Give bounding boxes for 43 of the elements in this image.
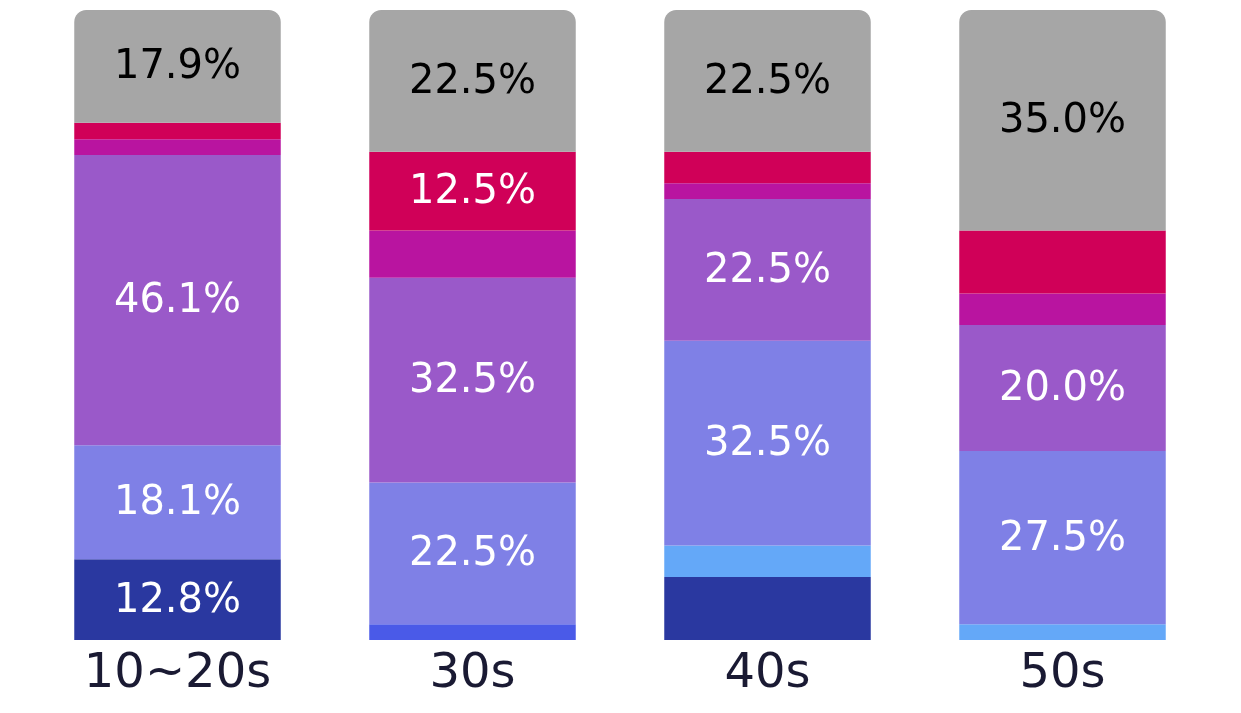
bar — [959, 230, 1166, 294]
data-label: 35.0% — [998, 95, 1127, 142]
bar — [74, 445, 281, 560]
bar — [369, 277, 576, 483]
bar — [74, 10, 281, 123]
data-label: 27.5% — [998, 512, 1127, 559]
bar — [664, 199, 871, 341]
bar — [959, 451, 1166, 625]
bar — [664, 545, 871, 577]
bar — [369, 624, 576, 640]
data-label: 32.5% — [408, 355, 537, 402]
bar — [369, 482, 576, 625]
bar — [74, 139, 281, 155]
data-label: 22.5% — [408, 528, 537, 575]
data-label: 46.1% — [113, 275, 242, 322]
bar — [74, 559, 281, 640]
bar — [74, 122, 281, 140]
bar — [369, 10, 576, 152]
bar — [959, 293, 1166, 325]
data-label: 12.5% — [408, 166, 537, 213]
bar — [369, 151, 576, 231]
bar — [369, 230, 576, 278]
bar — [959, 624, 1166, 640]
x-tick-label: 40s — [724, 641, 811, 698]
bar — [959, 325, 1166, 451]
bar — [74, 154, 281, 446]
bar — [664, 577, 871, 640]
data-label: 12.8% — [113, 574, 242, 621]
data-label: 32.5% — [703, 418, 832, 465]
data-label: 22.5% — [703, 55, 832, 102]
x-tick-label: 50s — [1019, 641, 1106, 698]
x-tick-label: 10~20s — [83, 641, 272, 698]
data-label: 22.5% — [408, 55, 537, 102]
bar — [664, 10, 871, 152]
data-label: 20.0% — [998, 363, 1127, 409]
x-tick-label: 30s — [429, 641, 516, 698]
data-label: 22.5% — [703, 244, 832, 291]
bar — [664, 151, 871, 184]
data-label: 17.9% — [113, 41, 242, 88]
bar — [664, 183, 871, 199]
bar — [959, 10, 1166, 231]
data-label: 18.1% — [113, 477, 242, 524]
bar — [664, 340, 871, 546]
